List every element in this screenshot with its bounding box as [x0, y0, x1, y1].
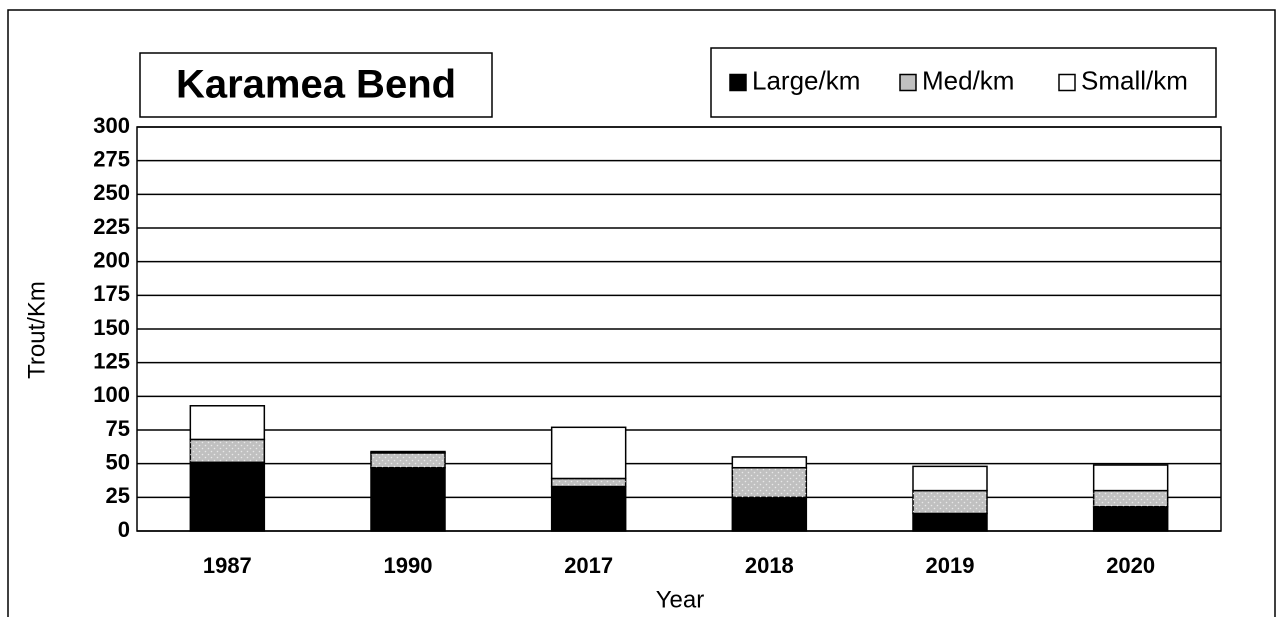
bar-segment	[731, 456, 808, 469]
x-tick-label: 1990	[384, 553, 433, 578]
y-tick-label: 225	[93, 214, 130, 239]
y-tick-label: 25	[106, 483, 130, 508]
x-tick-label: 2019	[926, 553, 975, 578]
x-axis-label: Year	[656, 586, 705, 613]
bar-segment	[912, 465, 988, 492]
y-tick-label: 50	[106, 449, 130, 474]
y-tick-label: 300	[93, 113, 130, 138]
y-tick-label: 175	[93, 281, 130, 306]
y-tick-label: 250	[93, 180, 130, 205]
legend-box	[710, 47, 1217, 118]
bar-segment	[1092, 464, 1169, 492]
x-tick-label: 1987	[203, 553, 252, 578]
bar-texture	[190, 439, 265, 463]
legend-swatch	[899, 73, 917, 92]
chart-title: Karamea Bend	[176, 63, 456, 107]
bar-segment	[731, 496, 808, 532]
y-tick-label: 125	[93, 348, 130, 373]
bar-texture	[732, 467, 807, 498]
bar-segment	[370, 466, 446, 532]
y-tick-label: 0	[118, 517, 130, 542]
plot-border	[136, 126, 1222, 532]
bar-segment	[550, 426, 627, 480]
bar-segment	[550, 485, 627, 532]
bar-texture	[1093, 490, 1168, 507]
y-tick-label: 150	[93, 315, 130, 340]
y-tick-label: 100	[93, 382, 130, 407]
bar-segment	[912, 512, 988, 532]
y-tick-label: 75	[106, 416, 130, 441]
bar-texture	[551, 478, 626, 487]
bar-texture	[371, 452, 445, 468]
title-box	[139, 52, 493, 118]
bar-segment	[370, 450, 446, 454]
legend-label: Small/km	[1081, 65, 1188, 95]
bar-segment	[189, 461, 266, 532]
x-tick-label: 2020	[1106, 553, 1155, 578]
y-axis-label: Trout/Km	[23, 281, 50, 379]
y-tick-label: 200	[93, 247, 130, 272]
legend-swatch	[729, 73, 747, 92]
legend-label: Large/km	[752, 65, 860, 95]
y-tick-label: 275	[93, 146, 130, 171]
x-tick-label: 2018	[745, 553, 794, 578]
x-tick-label: 2017	[564, 553, 613, 578]
legend-label: Med/km	[922, 65, 1014, 95]
bar-segment	[189, 405, 266, 441]
legend-swatch	[1058, 73, 1076, 92]
bar-texture	[913, 490, 987, 514]
bar-segment	[1092, 506, 1169, 532]
